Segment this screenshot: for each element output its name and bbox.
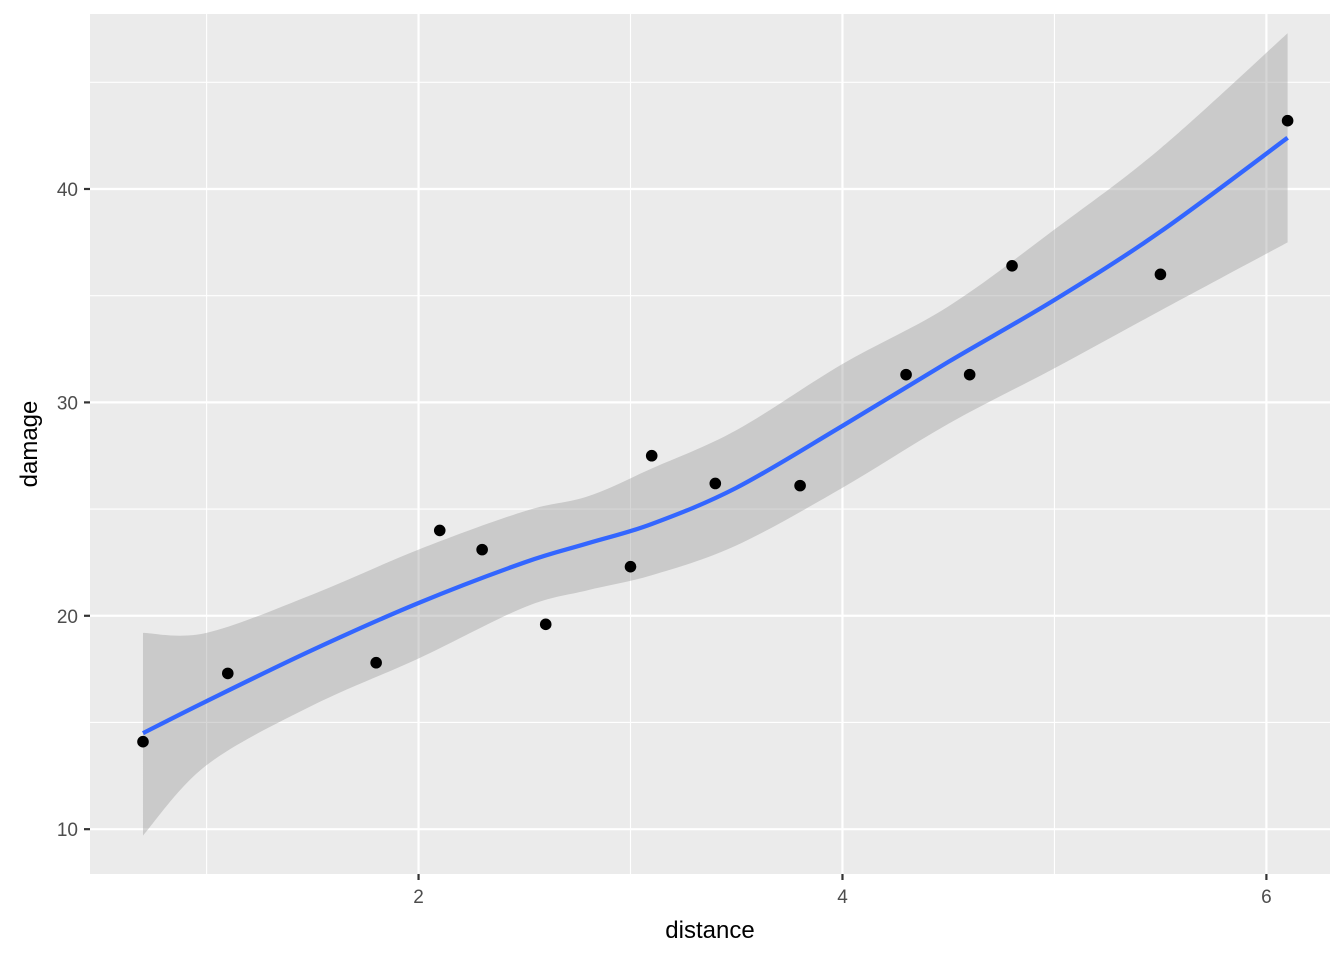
data-point	[645, 449, 658, 462]
data-point	[963, 368, 976, 381]
data-point	[370, 656, 382, 669]
x-tick-label: 6	[1261, 887, 1272, 908]
y-tick-label: 30	[57, 393, 78, 414]
data-point	[539, 618, 552, 631]
data-point	[137, 735, 149, 748]
x-axis: 2 4 6	[413, 874, 1272, 908]
plot-panel	[90, 14, 1330, 874]
grid-minor	[90, 14, 1330, 874]
data-point	[794, 479, 806, 492]
smooth-line	[142, 136, 1289, 736]
data-point	[433, 524, 446, 537]
x-axis-title: distance	[665, 917, 754, 944]
data-point	[1154, 268, 1167, 281]
data-point	[476, 543, 488, 556]
y-tick-label: 20	[57, 607, 78, 628]
data-points	[137, 114, 1294, 748]
y-axis-title: damage	[16, 401, 43, 488]
data-point	[709, 477, 722, 490]
data-point	[1006, 260, 1018, 272]
grid-major	[90, 14, 1330, 874]
data-point	[900, 368, 912, 381]
data-point	[1281, 114, 1294, 127]
x-tick-label: 2	[413, 887, 424, 908]
y-tick-label: 40	[57, 180, 78, 201]
y-tick-label: 10	[57, 820, 78, 841]
y-axis: 10 20 30 40	[57, 180, 90, 841]
data-point	[221, 667, 234, 680]
data-point	[624, 560, 637, 573]
confidence-ribbon	[142, 33, 1288, 836]
x-tick-label: 4	[837, 887, 848, 908]
